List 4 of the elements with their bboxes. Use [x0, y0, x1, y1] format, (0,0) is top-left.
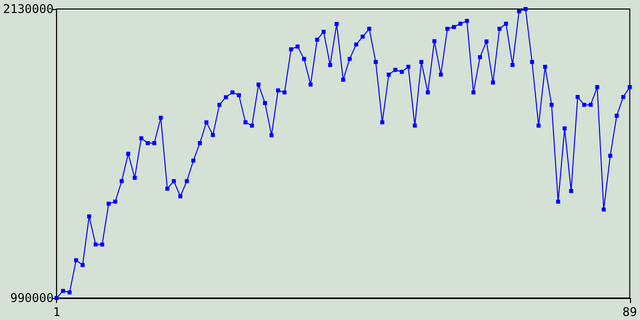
y-tick-label: 2130000 [2, 2, 54, 16]
x-tick-label: 89 [622, 305, 637, 319]
y-tick-label: 990000 [10, 291, 54, 305]
x-tick-label: 1 [52, 305, 60, 319]
